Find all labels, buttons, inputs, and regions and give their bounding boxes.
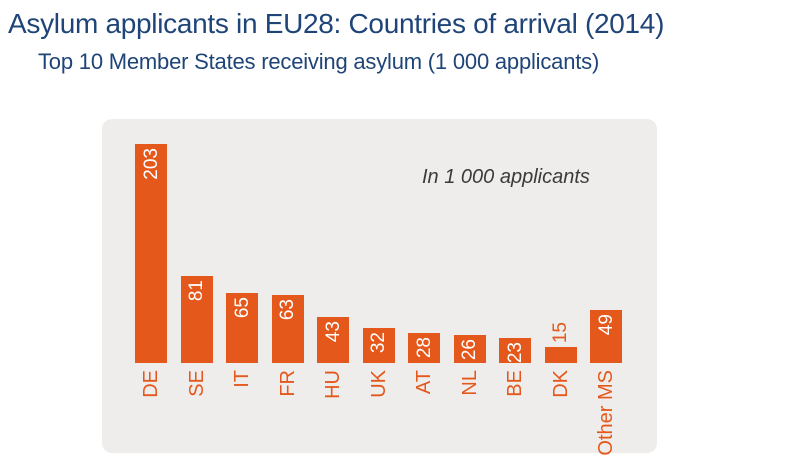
bar-value-label: 23 xyxy=(504,342,526,364)
bar-nl: 26 xyxy=(453,335,486,363)
axis-label-at: AT xyxy=(413,370,435,395)
axis-label-de: DE xyxy=(140,370,162,398)
bar-value-label: 81 xyxy=(186,280,207,302)
axis-label-nl: NL xyxy=(458,370,481,396)
bar-de: 203 xyxy=(135,144,167,363)
bar-value-label: 32 xyxy=(368,332,389,354)
axis-label-it: IT xyxy=(231,370,253,388)
chart-subtitle: Top 10 Member States receiving asylum (1… xyxy=(38,49,600,74)
bar-value-label: 26 xyxy=(459,339,480,361)
bar-value-label: 65 xyxy=(231,297,253,319)
bar-value-label: 63 xyxy=(277,299,298,321)
axis-label-other-ms: Other MS xyxy=(595,370,617,456)
bar-value-label: 43 xyxy=(322,321,344,343)
chart-title: Asylum applicants in EU28: Countries of … xyxy=(8,8,665,39)
axis-label-hu: HU xyxy=(322,370,344,399)
chart-panel: In 1 000 applicants 203 DE 81 SE 65 IT 63 FR 43 H… xyxy=(102,119,657,456)
bar-other-ms: 49 xyxy=(590,310,622,363)
bar-at: 28 xyxy=(408,333,440,363)
unit-annotation: In 1 000 applicants xyxy=(422,166,590,188)
axis-label-fr: FR xyxy=(276,370,299,397)
bar-value-label: 203 xyxy=(140,148,162,180)
bar-fr: 63 xyxy=(271,295,304,363)
bar-value-label: 28 xyxy=(413,337,435,359)
bar-plot: 203 DE 81 SE 65 IT 63 FR 43 HU 32 UK 28 AT 26 NL 23 BE 15 D… xyxy=(102,119,657,456)
bar-value-label: 15 xyxy=(550,321,571,343)
bar-se: 81 xyxy=(180,276,213,363)
bar-it: 65 xyxy=(226,293,258,363)
axis-label-uk: UK xyxy=(367,370,390,398)
axis-label-dk: DK xyxy=(549,370,572,398)
axis-label-se: SE xyxy=(185,370,208,397)
bar-hu: 43 xyxy=(317,317,349,363)
bar-uk: 32 xyxy=(362,328,395,363)
bar-dk xyxy=(544,347,577,363)
axis-label-be: BE xyxy=(504,370,526,397)
bar-value-label: 49 xyxy=(595,314,617,336)
bar-be: 23 xyxy=(499,338,531,363)
